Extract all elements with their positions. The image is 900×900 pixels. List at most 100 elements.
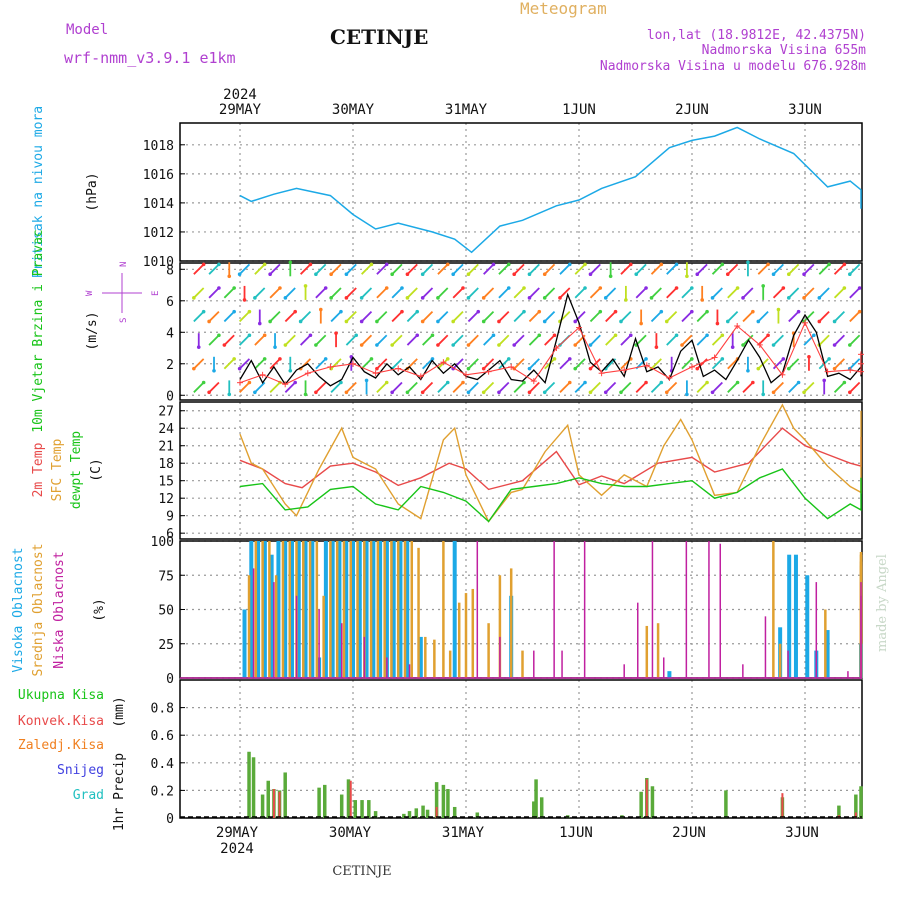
precip-units: (mm) (112, 696, 127, 727)
wind-arrow-icon (193, 263, 205, 275)
cloud-mid-ylabel: Srednja Oblacnost (31, 543, 46, 676)
cloud-mid-bar (335, 541, 339, 678)
wind-arrow-head (771, 343, 776, 347)
wind-arrow-head (430, 333, 435, 338)
wind-arrow-head (288, 260, 293, 265)
wind-arrow-head (405, 296, 410, 300)
wind-arrow-icon (650, 381, 662, 393)
wind-arrow-head (227, 274, 232, 279)
cloud-low-bar (363, 636, 366, 678)
precip-panel-labels: Ukupna Kisa Konvek.Kisa Zaledj.Kisa Snij… (18, 688, 127, 831)
wind-arrow-head (527, 366, 532, 371)
wind-arrow-head (522, 309, 526, 314)
wind-arrow-icon (345, 263, 357, 275)
wind-arrow-head (359, 296, 364, 300)
cloud-low-bar (719, 543, 721, 678)
wind-arrow-head (445, 357, 450, 361)
cloud-high-bar (242, 609, 247, 678)
top-day-label: 3JUN (788, 102, 822, 118)
wind-arrow-head (522, 286, 526, 290)
cloud-mid-bar (509, 568, 513, 678)
cloud-low-bar (815, 582, 818, 678)
wind-arrow-head (567, 380, 572, 385)
wind-arrow-head (639, 321, 643, 326)
temp-dewpt-ylabel: dewpt Temp (69, 431, 84, 509)
wind-arrow-icon (437, 287, 449, 299)
wind-arrow-head (832, 343, 837, 347)
wind-arrow-head (344, 390, 349, 395)
model-name: wrf-nmm_v3.9.1 e1km (64, 49, 236, 67)
cloud-mid-bar (302, 541, 305, 678)
wind-arrow-head (308, 262, 313, 267)
wind-arrow-head (649, 296, 654, 300)
pressure-panel: 1010 1012 1014 1016 1018 (143, 122, 863, 270)
wind-arrow-icon (589, 358, 601, 370)
wind-arrow-head (329, 272, 333, 276)
wind-arrow-icon (849, 358, 861, 370)
wind-arrow-icon (330, 311, 342, 323)
clouds-panel: 0 25 50 75 100 (151, 535, 863, 687)
top-day-label: 29MAY (219, 102, 262, 118)
wind-arrow-head (232, 286, 236, 290)
wind-arrow-icon (513, 263, 525, 275)
wind-arrow-icon (650, 263, 662, 275)
precip-total-bar (323, 784, 327, 818)
wind-arrow-icon (788, 381, 800, 393)
cloud-mid-bar (322, 595, 325, 678)
wind-arrow-head (384, 380, 389, 385)
wind-arrow-icon (772, 334, 784, 346)
wind-arrow-icon (269, 311, 281, 323)
top-day-label: 30MAY (332, 102, 375, 118)
cloud-high-bar (371, 541, 376, 678)
cloud-low-bar (764, 616, 767, 678)
wind-arrow-icon (833, 334, 846, 346)
wind-arrow-icon (330, 263, 342, 275)
wind-arrow-icon (376, 287, 388, 299)
wind-arrow-head (512, 272, 517, 276)
wind-arrow-head (537, 309, 542, 314)
wind-arrow-head (771, 272, 776, 276)
wind-arrow-head (375, 319, 379, 324)
wind-arrow-icon (727, 381, 739, 393)
wind-arrow-head (451, 272, 455, 276)
wind-arrow-icon (330, 381, 342, 393)
wind-arrow-icon (544, 311, 556, 323)
wind-arrow-icon (818, 311, 830, 323)
precip-total-bar (414, 808, 419, 818)
precip-total-bar (650, 786, 655, 818)
wind-arrow-icon (696, 263, 708, 275)
wind-arrow-head (390, 343, 394, 347)
wind-arrow-icon (711, 358, 723, 370)
wind-arrow-icon (818, 287, 830, 299)
wind-panel-labels: 10m Vjetar Brzina i Pravac (m/s) N W E S (31, 229, 161, 433)
wind-arrow-icon (208, 287, 220, 299)
wind-arrow-head (848, 272, 852, 276)
wind-arrow-icon (650, 311, 662, 323)
wind-arrow-icon (284, 311, 296, 323)
wind-arrow-icon (635, 287, 647, 299)
wind-arrow-head (308, 333, 313, 338)
cloud-mid-bar (645, 625, 649, 678)
wind-arrow-head (283, 343, 288, 347)
wind-arrow-icon (528, 311, 540, 323)
precip-total-bar (283, 772, 287, 818)
wind-arrow-head (720, 262, 725, 267)
wind-arrow-icon (605, 334, 617, 346)
wind-arrow-icon (833, 287, 846, 299)
wind-arrow-icon (467, 334, 479, 346)
wind-arrow-icon (208, 334, 220, 346)
wind-arrow-head (542, 390, 547, 395)
wind-arrow-head (634, 272, 639, 276)
wind-arrow-head (735, 286, 740, 290)
wind-arrow-icon (757, 263, 769, 275)
wind-arrow-icon (208, 381, 220, 393)
wind-arrow-icon (803, 287, 815, 299)
wind-arrow-icon (559, 287, 571, 299)
bottom-day-label: 30MAY (329, 825, 372, 841)
wind-rose-w: W (85, 290, 95, 296)
wind-arrow-head (573, 366, 578, 371)
wind-arrow-head (400, 286, 404, 290)
wind-arrow-head (552, 357, 557, 361)
wind-arrow-head (624, 298, 628, 302)
precip-total-bar (353, 800, 358, 818)
